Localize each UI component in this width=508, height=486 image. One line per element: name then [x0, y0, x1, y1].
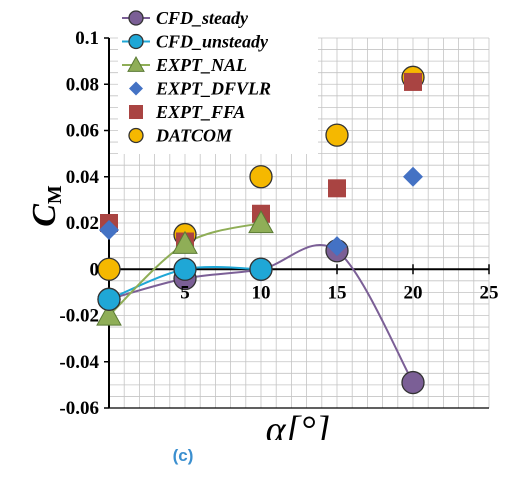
- series-line-cfd-steady: [108, 243, 414, 384]
- data-point-expt-nal: [172, 230, 198, 254]
- y-tick-label: -0.02: [59, 306, 99, 327]
- data-point-datcom: [97, 257, 121, 281]
- legend-label-cfd-steady: CFD_steady: [156, 8, 249, 28]
- legend-marker-expt-ffa: [129, 105, 143, 119]
- data-point-datcom: [325, 123, 349, 147]
- x-tick-label: 10: [252, 282, 271, 303]
- data-point-cfd-unsteady: [249, 257, 273, 281]
- y-tick-label: 0.1: [75, 28, 99, 49]
- legend-label-expt-dfvlr: EXPT_DFVLR: [155, 79, 271, 99]
- legend-label-expt-nal: EXPT_NAL: [155, 55, 247, 75]
- legend-label-datcom: DATCOM: [155, 126, 233, 146]
- x-axis-label: α[°]: [266, 409, 331, 440]
- data-point-expt-nal: [96, 302, 122, 326]
- legend-label-cfd-unsteady: CFD_unsteady: [156, 32, 269, 52]
- legend-marker-expt-dfvlr: [129, 81, 143, 96]
- y-axis-label: CM: [26, 185, 66, 227]
- legend-marker-cfd-steady: [128, 10, 144, 26]
- x-tick-label: 15: [328, 282, 347, 303]
- data-point-cfd-unsteady: [97, 287, 121, 311]
- data-point-expt-dfvlr: [99, 219, 119, 240]
- legend-marker-datcom: [128, 127, 144, 144]
- legend-label-expt-ffa: EXPT_FFA: [155, 102, 245, 122]
- tick-labels: -0.06 -0.04 -0.02 0 0.02 0.04 0.06 0.08 0.1 5 10 15…: [59, 28, 498, 419]
- y-tick-label: 0.02: [66, 213, 99, 234]
- data-point-cfd-steady: [401, 370, 425, 395]
- y-axis-label-sub: M: [44, 185, 66, 204]
- data-point-cfd-unsteady: [173, 257, 197, 281]
- data-point-expt-dfvlr: [327, 236, 347, 257]
- data-point-expt-dfvlr: [403, 166, 423, 187]
- y-axis-label-main: C: [26, 204, 63, 227]
- legend-marker-expt-nal: [127, 55, 145, 72]
- y-tick-label: 0.08: [66, 74, 99, 95]
- legend-marker-cfd-unsteady: [128, 33, 144, 50]
- y-tick-label: 0.06: [66, 121, 99, 142]
- x-tick-label: 25: [480, 282, 499, 303]
- y-tick-label: -0.06: [59, 398, 99, 419]
- data-point-expt-nal: [248, 209, 274, 234]
- data-point-expt-ffa: [328, 179, 346, 198]
- legend: CFD_steady CFD_unsteady EXPT_NAL EXPT_DFVLR…: [118, 6, 318, 154]
- y-tick-label: 0: [90, 259, 100, 280]
- series-markers: [96, 65, 425, 395]
- y-tick-label: 0.04: [66, 167, 100, 188]
- x-tick-label: 20: [404, 282, 423, 303]
- legend-box: [118, 6, 318, 154]
- figure-caption: (c): [172, 446, 194, 465]
- cm-vs-alpha-chart: CFD_steady CFD_unsteady EXPT_NAL EXPT_DFVLR…: [26, 6, 499, 440]
- x-tick-label: 5: [180, 282, 190, 303]
- data-point-expt-ffa: [404, 72, 422, 91]
- data-point-datcom: [249, 165, 273, 189]
- y-tick-label: -0.04: [59, 352, 99, 373]
